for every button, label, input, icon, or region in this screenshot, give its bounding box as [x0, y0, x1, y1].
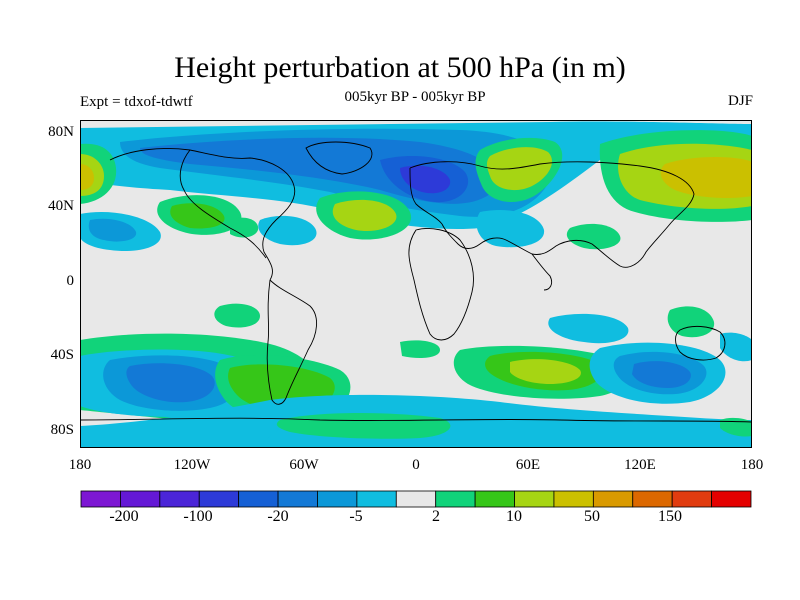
- colorbar-label: 2: [432, 508, 440, 525]
- colorbar-swatch: [514, 490, 555, 508]
- sh-anomalies: [80, 303, 752, 448]
- lon-label-0: 0: [412, 457, 420, 473]
- lat-label-40n: 40N: [48, 198, 74, 214]
- colorbar-swatch: [238, 490, 279, 508]
- colorbar-label: 50: [584, 508, 600, 525]
- lon-label-120w: 120W: [173, 457, 211, 473]
- chart-title: Height perturbation at 500 hPa (in m): [174, 51, 626, 84]
- colorbar-label: -20: [267, 508, 289, 525]
- colorbar-swatch: [474, 490, 515, 508]
- colorbar-label: -100: [183, 508, 213, 525]
- height-perturbation-map: [80, 120, 752, 448]
- colorbar-swatch: [395, 490, 437, 508]
- colorbar-swatch: [317, 490, 358, 508]
- colorbar-swatch: [553, 490, 594, 508]
- colorbar-swatch: [120, 490, 161, 508]
- colorbar-label: -5: [349, 508, 363, 525]
- colorbar-swatch: [632, 490, 673, 508]
- colorbar-label: -200: [109, 508, 139, 525]
- lon-label-120e: 120E: [624, 457, 656, 473]
- lon-label-180e: 180: [740, 457, 764, 473]
- colorbar-swatch: [198, 490, 240, 508]
- colorbar-swatch: [671, 490, 712, 508]
- lon-label-60e: 60E: [515, 457, 541, 473]
- colorbar-label: 10: [506, 508, 522, 525]
- lon-label-60w: 60W: [289, 457, 319, 473]
- lat-label-80s: 80S: [50, 422, 74, 438]
- colorbar-swatch: [435, 490, 476, 508]
- map-frame: [80, 120, 752, 448]
- chart-subtitle: 005kyr BP - 005kyr BP: [344, 89, 486, 105]
- coastlines: [80, 141, 752, 423]
- lat-label-80n: 80N: [48, 124, 74, 140]
- colorbar-label: 150: [658, 508, 682, 525]
- colorbar-swatch: [592, 490, 634, 508]
- season-label: DJF: [727, 93, 753, 109]
- lon-label-180w: 180: [68, 457, 92, 473]
- colorbar-swatch: [277, 490, 318, 508]
- colorbar-swatch: [356, 490, 397, 508]
- experiment-label: Expt = tdxof-tdwtf: [80, 94, 193, 110]
- colorbar: [80, 490, 752, 508]
- colorbar-swatch: [80, 490, 121, 508]
- colorbar-swatch: [711, 490, 752, 508]
- lat-label-equator: 0: [66, 273, 75, 289]
- lat-label-40s: 40S: [50, 347, 74, 363]
- colorbar-swatch: [159, 490, 200, 508]
- nh-positive-anomalies: [80, 130, 752, 250]
